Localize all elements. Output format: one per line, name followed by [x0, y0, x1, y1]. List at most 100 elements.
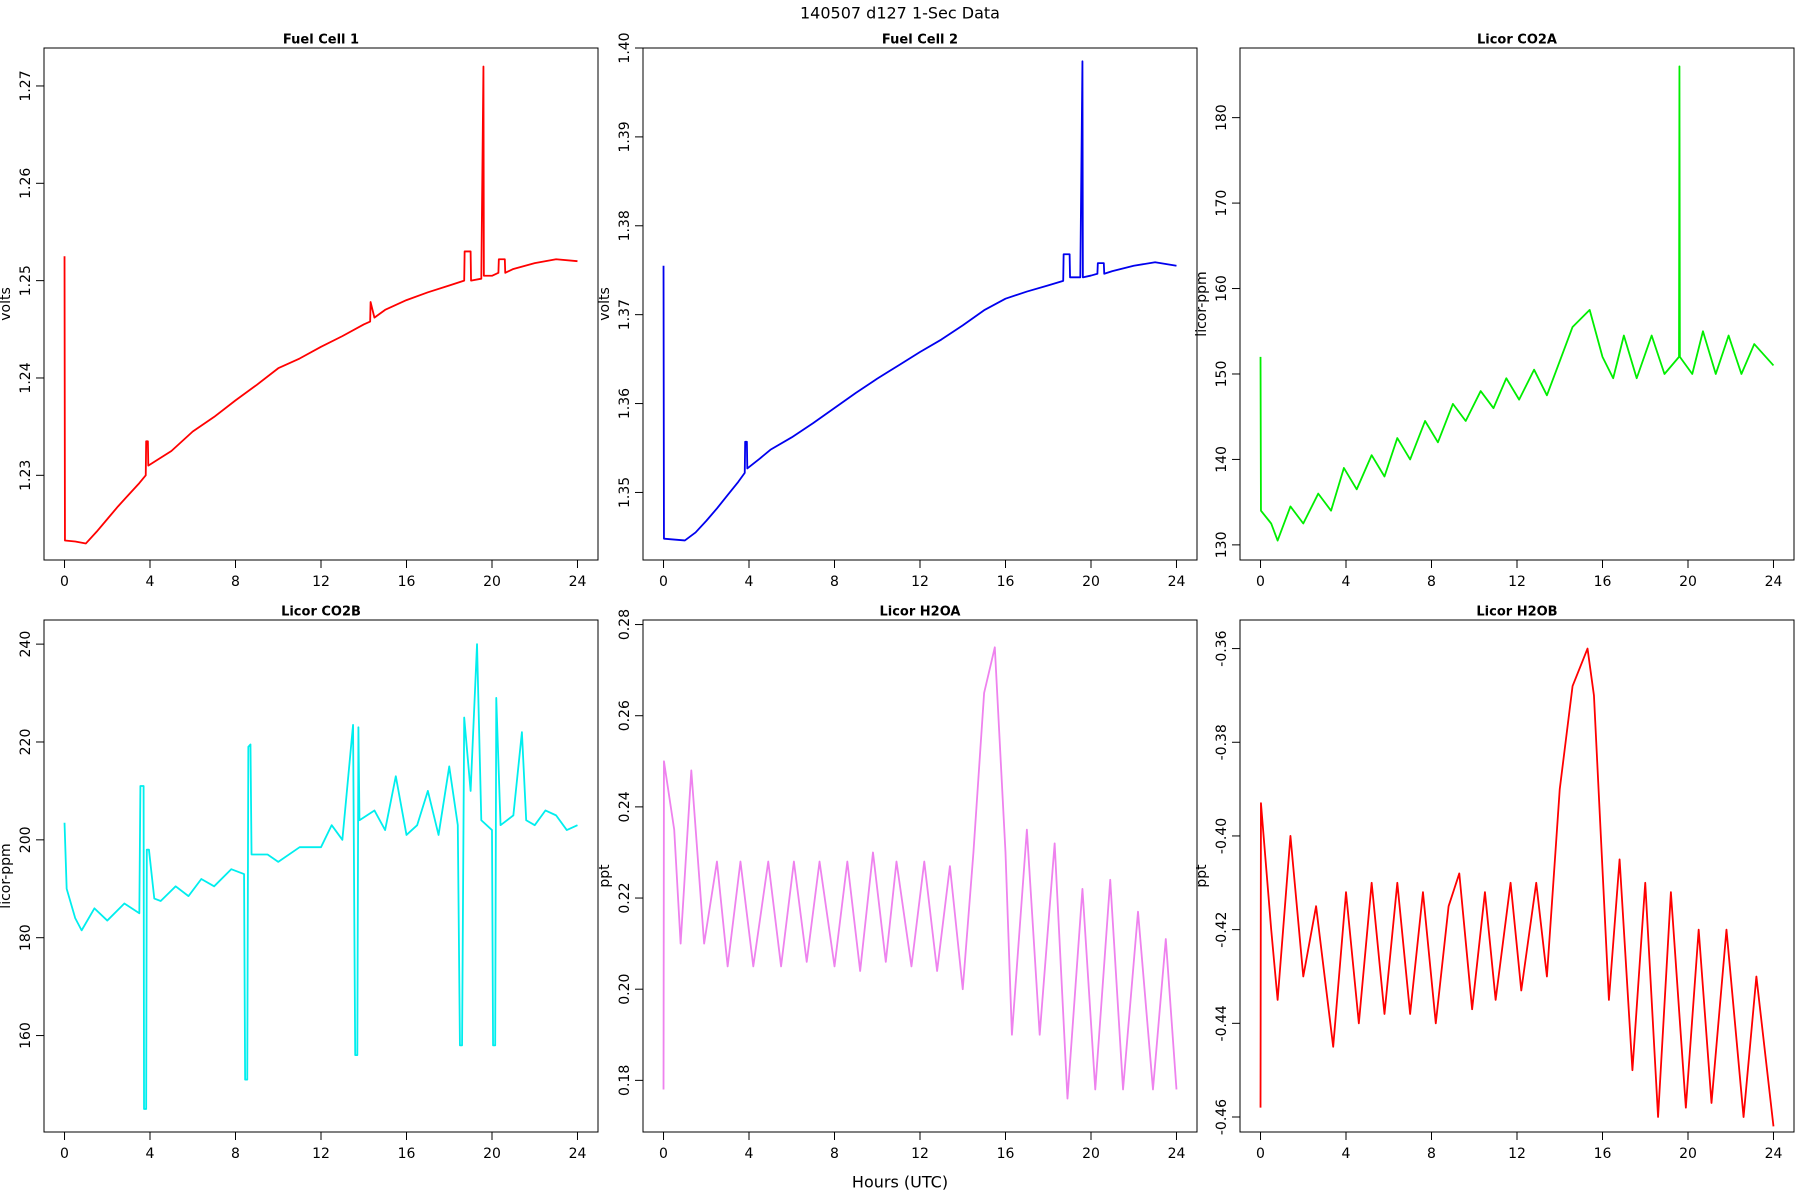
y-tick-label: 1.27	[18, 70, 34, 101]
plot-frame	[1239, 47, 1795, 561]
y-tick-label: -0.38	[1214, 724, 1230, 760]
x-tick-label: 4	[1342, 574, 1351, 590]
y-tick-label: 200	[18, 826, 34, 853]
y-tick-label: 1.38	[617, 210, 633, 241]
x-tick-label: 8	[830, 574, 839, 590]
x-tick-label: 4	[745, 1146, 754, 1162]
y-tick-label: 0.22	[617, 882, 633, 913]
y-tick-label: -0.44	[1214, 1005, 1230, 1041]
y-tick-label: 1.24	[18, 362, 34, 393]
plot-frame	[642, 47, 1198, 561]
x-tick-label: 24	[1168, 1146, 1186, 1162]
panel-title: Fuel Cell 1	[283, 33, 359, 48]
plot-frame	[642, 619, 1198, 1133]
y-tick-label: 180	[1214, 104, 1230, 131]
x-tick-label: 0	[659, 574, 668, 590]
x-tick-label: 20	[1679, 574, 1697, 590]
y-tick-label: 0.26	[617, 700, 633, 731]
y-axis-label: licor-ppm	[0, 843, 14, 908]
x-tick-label: 0	[659, 1146, 668, 1162]
x-tick-label: 24	[1765, 574, 1783, 590]
y-tick-label: 1.37	[617, 299, 633, 330]
y-tick-label: 160	[18, 1022, 34, 1049]
x-tick-label: 16	[997, 574, 1015, 590]
x-tick-label: 0	[1256, 1146, 1265, 1162]
x-tick-label: 8	[231, 574, 240, 590]
y-tick-label: 0.24	[617, 791, 633, 822]
y-axis-label: ppt	[597, 864, 613, 888]
x-tick-label: 8	[830, 1146, 839, 1162]
y-tick-label: 1.40	[617, 32, 633, 63]
y-tick-label: 240	[18, 631, 34, 658]
plot-frame	[1239, 619, 1795, 1133]
y-tick-label: -0.42	[1214, 912, 1230, 948]
y-tick-label: 180	[18, 924, 34, 951]
x-tick-label: 12	[911, 574, 929, 590]
x-tick-label: 8	[1427, 1146, 1436, 1162]
y-tick-label: 1.35	[617, 477, 633, 508]
data-line	[662, 646, 1178, 1100]
data-line	[662, 60, 1177, 542]
panel-title: Licor H2OB	[1476, 605, 1557, 620]
x-tick-label: 20	[1679, 1146, 1697, 1162]
plot-frame	[43, 47, 599, 561]
y-tick-label: 1.26	[18, 168, 34, 199]
x-tick-label: 20	[483, 574, 501, 590]
y-tick-label: 160	[1214, 275, 1230, 302]
x-tick-label: 0	[1256, 574, 1265, 590]
x-tick-label: 20	[1082, 1146, 1100, 1162]
y-tick-label: 1.39	[617, 121, 633, 152]
x-tick-label: 20	[1082, 574, 1100, 590]
y-tick-label: 1.23	[18, 460, 34, 491]
y-tick-label: 1.36	[617, 388, 633, 419]
x-tick-label: 24	[569, 574, 587, 590]
data-line	[63, 643, 578, 1110]
panel-title: Licor CO2A	[1477, 33, 1557, 48]
x-tick-label: 16	[1594, 1146, 1612, 1162]
y-axis-label: volts	[597, 287, 613, 321]
x-tick-label: 24	[1168, 574, 1186, 590]
y-tick-label: -0.46	[1214, 1099, 1230, 1135]
y-tick-label: 0.28	[617, 609, 633, 640]
data-line	[1259, 65, 1775, 542]
x-tick-label: 0	[60, 1146, 69, 1162]
y-tick-label: 1.25	[18, 265, 34, 296]
y-tick-label: 140	[1214, 446, 1230, 473]
x-tick-label: 8	[231, 1146, 240, 1162]
x-tick-label: 24	[1765, 1146, 1783, 1162]
x-tick-label: 4	[146, 1146, 155, 1162]
x-tick-label: 12	[312, 574, 330, 590]
y-tick-label: 0.20	[617, 974, 633, 1005]
x-tick-label: 4	[745, 574, 754, 590]
y-axis-label: volts	[0, 287, 14, 321]
x-tick-label: 4	[146, 574, 155, 590]
y-tick-label: 150	[1214, 361, 1230, 388]
x-tick-label: 12	[312, 1146, 330, 1162]
x-tick-label: 16	[997, 1146, 1015, 1162]
y-tick-label: 0.18	[617, 1065, 633, 1096]
y-axis-label: licor-ppm	[1194, 271, 1210, 336]
x-tick-label: 20	[483, 1146, 501, 1162]
x-tick-label: 12	[1508, 1146, 1526, 1162]
x-tick-label: 8	[1427, 574, 1436, 590]
y-axis-label: ppt	[1194, 864, 1210, 888]
panel-title: Licor H2OA	[879, 605, 960, 620]
y-tick-label: -0.40	[1214, 818, 1230, 854]
panel-title: Fuel Cell 2	[882, 33, 958, 48]
x-tick-label: 16	[398, 574, 416, 590]
data-line	[63, 65, 578, 545]
x-tick-label: 12	[911, 1146, 929, 1162]
x-tick-label: 16	[398, 1146, 416, 1162]
y-tick-label: -0.36	[1214, 630, 1230, 666]
x-tick-label: 0	[60, 574, 69, 590]
y-tick-label: 130	[1214, 532, 1230, 559]
panel-title: Licor CO2B	[281, 605, 361, 620]
data-line	[1259, 647, 1775, 1127]
plot-frame	[43, 619, 599, 1133]
x-tick-label: 24	[569, 1146, 587, 1162]
x-tick-label: 12	[1508, 574, 1526, 590]
x-tick-label: 16	[1594, 574, 1612, 590]
